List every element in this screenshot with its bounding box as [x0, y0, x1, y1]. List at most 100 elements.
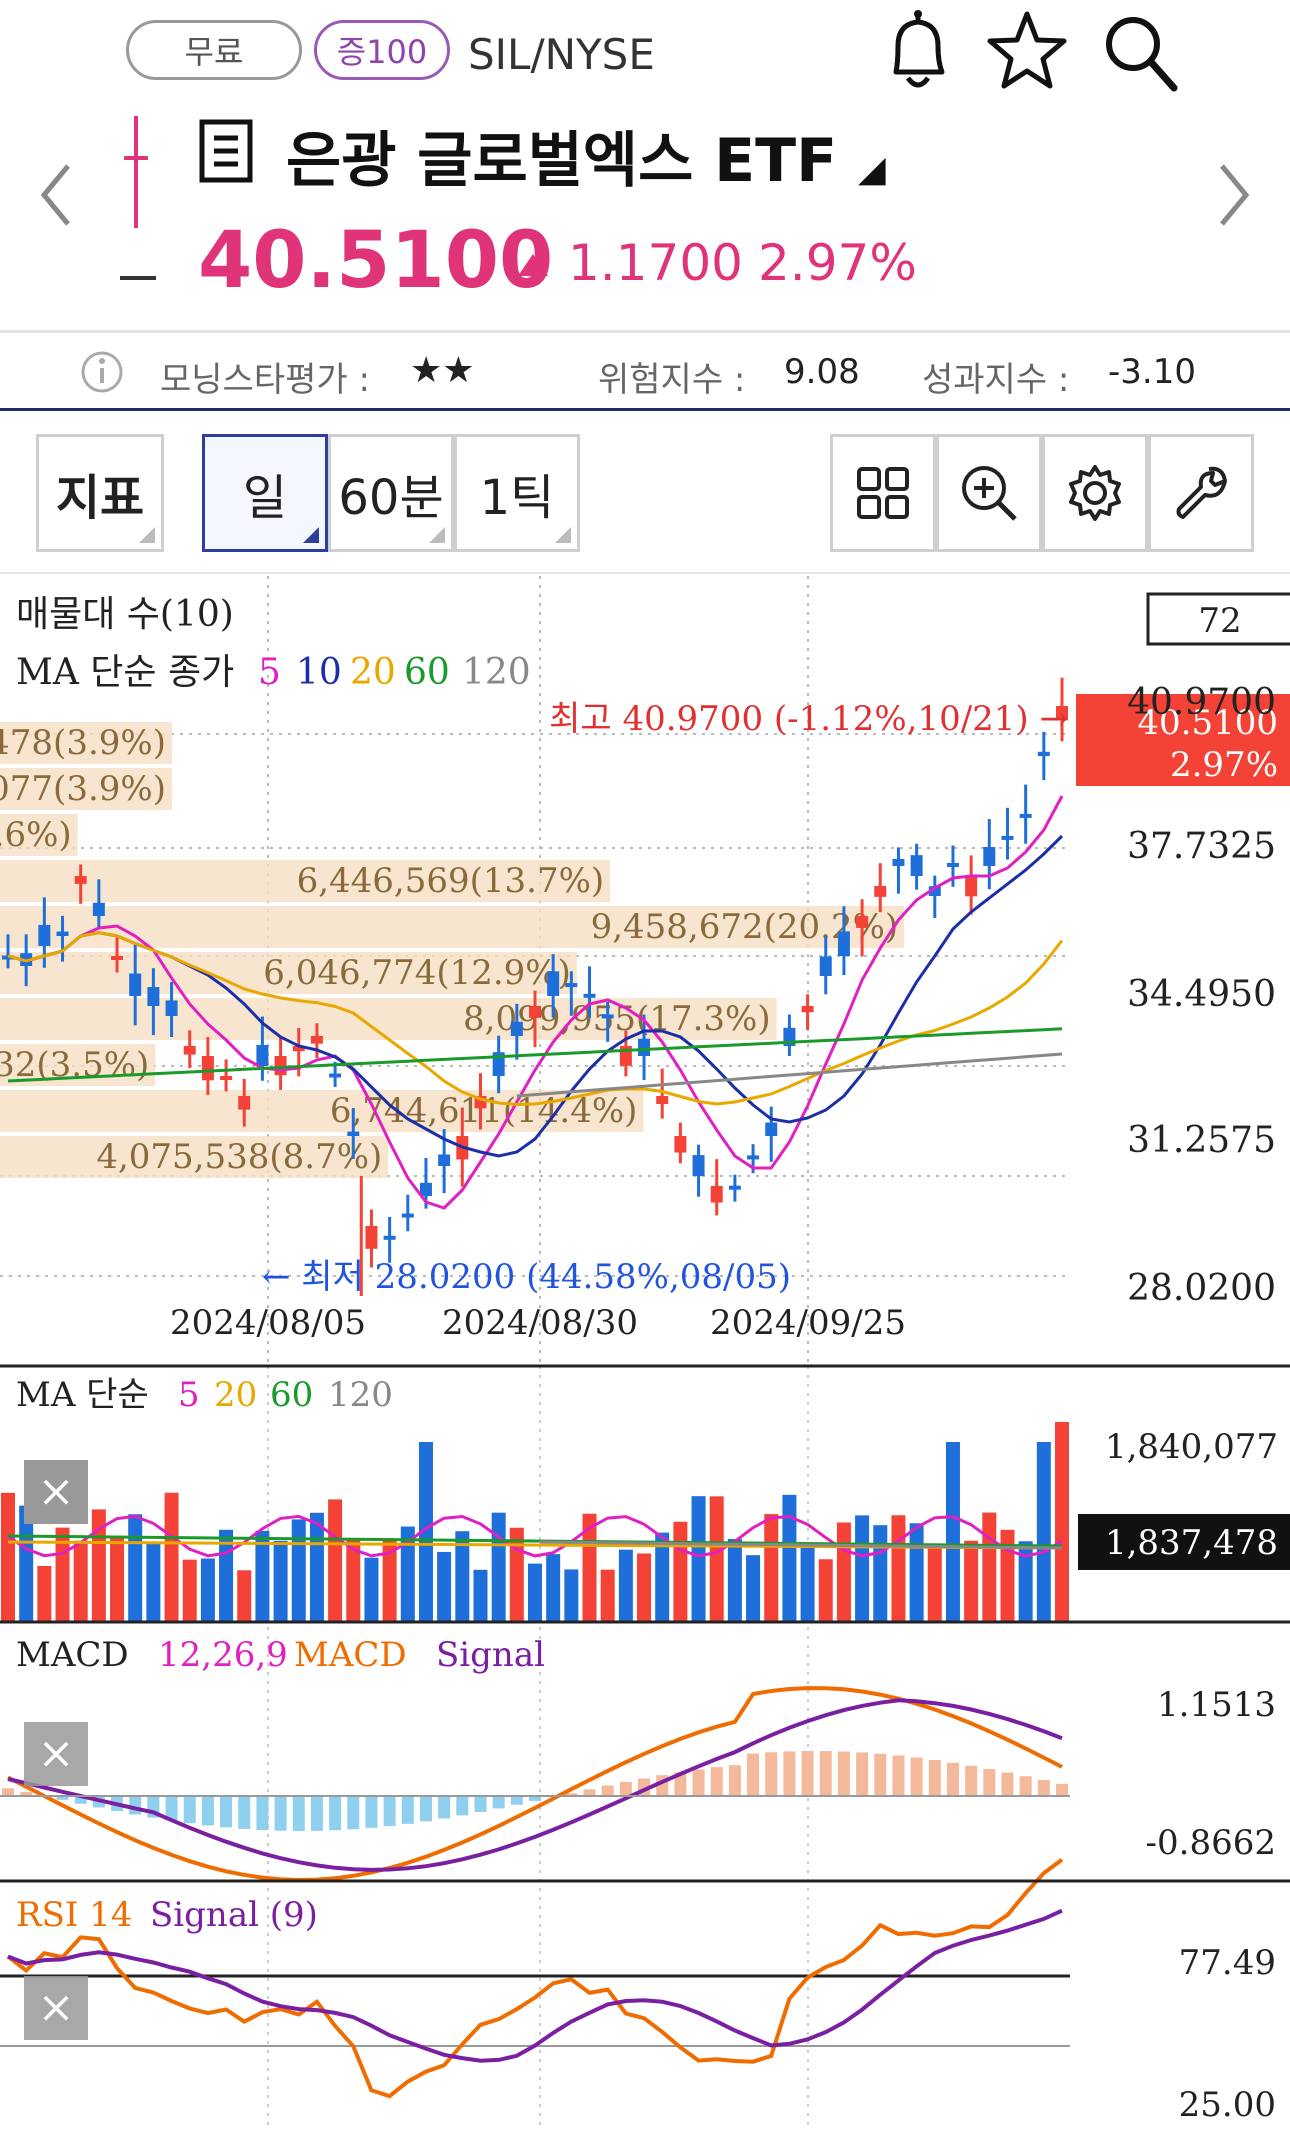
macd-histogram-bar	[310, 1796, 323, 1831]
macd-histogram-bar	[783, 1751, 796, 1796]
vol-ma-20: 20	[214, 1375, 257, 1415]
wrench-icon[interactable]	[1148, 434, 1254, 552]
rsi-close-button[interactable]: ×	[24, 1976, 88, 2040]
macd-histogram-bar	[692, 1769, 705, 1796]
zoom-in-icon[interactable]	[936, 434, 1042, 552]
candle-body	[329, 1073, 342, 1078]
rsi-y-top: 77.49	[1179, 1943, 1276, 1983]
candle-body	[874, 886, 887, 897]
macd-histogram-bar	[801, 1751, 814, 1796]
star-icon[interactable]	[986, 8, 1068, 94]
candle-body	[183, 1046, 196, 1055]
period-1tick-button[interactable]: 1틱	[454, 434, 580, 552]
period-60min-button[interactable]: 60분	[328, 434, 454, 552]
y-axis-label: 34.4950	[1127, 974, 1276, 1015]
volume-bar	[564, 1569, 579, 1622]
candle-body	[1001, 835, 1014, 840]
macd-histogram-bar	[1019, 1776, 1032, 1796]
candle-body	[419, 1182, 432, 1196]
candle-body	[165, 1000, 178, 1016]
macd-histogram-bar	[910, 1757, 923, 1796]
candle-body	[529, 1006, 541, 1018]
bell-icon[interactable]	[880, 6, 956, 96]
vol-ma5-line	[7, 1514, 1063, 1558]
volume-profile-bar	[0, 952, 577, 994]
volume-bar	[1018, 1541, 1033, 1622]
etf-name[interactable]: 은광 글로벌엑스 ETF ◢	[286, 126, 886, 196]
svg-text:×: ×	[38, 1466, 75, 1517]
volume-bar	[200, 1558, 215, 1622]
volume-bar	[964, 1540, 979, 1622]
volume-bar	[237, 1570, 252, 1622]
x-axis-label: 2024/08/05	[170, 1303, 366, 1343]
current-price-tag: 40.5100	[1137, 703, 1278, 743]
volume-bar	[546, 1554, 561, 1622]
macd-close-button[interactable]: ×	[24, 1722, 88, 1786]
candle-body	[747, 1155, 760, 1160]
macd-y-top: 1.1513	[1157, 1685, 1276, 1725]
macd-histogram-bar	[201, 1796, 214, 1826]
candle-body	[38, 924, 51, 946]
ma-period-120: 120	[462, 652, 531, 693]
macd-y-bottom: -0.8662	[1146, 1823, 1276, 1863]
current-price: 40.5100	[198, 216, 554, 306]
volume-bar	[982, 1512, 997, 1622]
ma-period-10: 10	[296, 652, 342, 693]
vol-ma120-line	[539, 1540, 1063, 1550]
macd-histogram-bar	[56, 1796, 69, 1800]
macd-histogram-bar	[1001, 1772, 1014, 1796]
bar-count-box	[1146, 592, 1290, 646]
candle-body	[1019, 813, 1032, 818]
volume-bar	[1055, 1422, 1069, 1622]
macd-histogram-bar	[220, 1796, 233, 1828]
document-icon[interactable]	[198, 118, 256, 184]
macd-histogram-bar	[74, 1796, 87, 1804]
volume-bar	[255, 1530, 270, 1622]
candle-body	[601, 1014, 614, 1019]
svg-text:×: ×	[38, 1728, 75, 1779]
x-axis-label: 2024/08/30	[442, 1303, 638, 1343]
macd-histogram-bar	[837, 1751, 850, 1796]
ma-period-60: 60	[404, 652, 450, 693]
y-axis-label: 28.0200	[1127, 1268, 1276, 1309]
next-arrow-icon[interactable]	[1214, 160, 1254, 230]
macd-histogram-bar	[1037, 1780, 1050, 1796]
volume-profile-bar	[0, 722, 172, 764]
volume-bar	[1000, 1529, 1015, 1622]
divider-navy	[0, 408, 1290, 411]
candle-body	[583, 993, 596, 998]
volume-bar	[128, 1514, 143, 1622]
candle-body	[1056, 706, 1068, 721]
settings-gear-icon[interactable]	[1042, 434, 1148, 552]
candle-body	[656, 1096, 669, 1105]
candle-body	[710, 1186, 723, 1203]
volume-bar	[618, 1549, 633, 1622]
ma-label: MA 단순 종가	[16, 652, 234, 693]
prev-arrow-icon[interactable]	[36, 160, 76, 230]
macd-histogram-bar	[20, 1792, 33, 1796]
volume-close-button[interactable]: ×	[24, 1460, 88, 1524]
risk-label: 위험지수 :	[598, 360, 746, 400]
macd-histogram-bar	[965, 1765, 978, 1796]
macd-histogram-bar	[565, 1793, 578, 1796]
candle-body	[946, 862, 959, 867]
volume-bar	[364, 1557, 379, 1622]
macd-histogram-bar	[510, 1796, 523, 1805]
search-icon[interactable]	[1100, 10, 1180, 94]
macd-histogram-bar	[529, 1796, 541, 1801]
dropdown-triangle-icon[interactable]: ◢	[857, 149, 886, 190]
toolbar-divider	[0, 572, 1290, 574]
layout-grid-icon[interactable]	[830, 434, 936, 552]
volume-bar	[927, 1545, 942, 1622]
indicator-button[interactable]: 지표	[36, 434, 164, 552]
chart-panels[interactable]: 1,837,478(3.9%) 1,840,077(3.9%) 751,021(1.…	[0, 576, 1290, 2130]
period-day-button[interactable]: 일	[202, 434, 328, 552]
candle-body	[292, 1046, 305, 1052]
candle-body	[92, 902, 105, 916]
volume-bar	[473, 1569, 488, 1622]
info-icon[interactable]	[80, 350, 124, 394]
macd-histogram-bar	[983, 1769, 996, 1796]
ticker-symbol: SIL/NYSE	[468, 30, 655, 79]
candle-body	[565, 983, 578, 988]
macd-histogram-bar	[438, 1796, 451, 1819]
